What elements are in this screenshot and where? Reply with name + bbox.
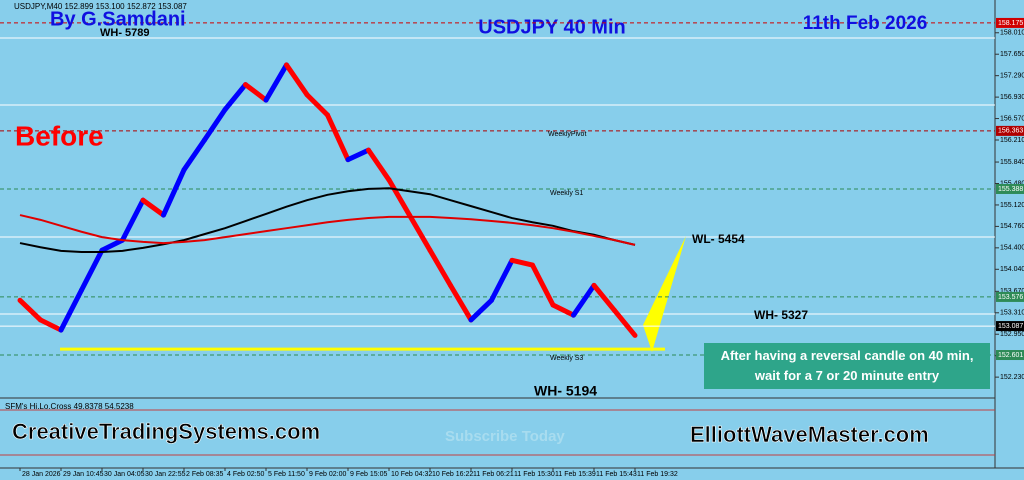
annotation: Before [15, 120, 104, 151]
price-segment [263, 62, 289, 103]
level-box [996, 350, 1024, 361]
level-label: 152.601 [998, 352, 1023, 359]
level-box [996, 291, 1024, 302]
price-segment [58, 287, 84, 333]
y-tick-label: 154.760 [1000, 223, 1024, 230]
x-tick-label: 11 Feb 06:21 [473, 471, 514, 478]
annotation: WH- 5194 [534, 383, 597, 399]
y-tick-label: 156.930 [1000, 94, 1024, 101]
level-label: 155.388 [998, 186, 1023, 193]
level-label: 156.363 [998, 128, 1023, 135]
price-segment [571, 282, 597, 318]
level-box [996, 17, 1024, 28]
x-tick-label: 10 Feb 16:22 [432, 471, 473, 478]
price-segment [366, 147, 392, 183]
x-tick-label: 11 Feb 19:32 [637, 471, 678, 478]
annotation: Weekly S3 [550, 355, 583, 362]
x-tick-label: 11 Feb 15:43 [596, 471, 637, 478]
x-tick-label: 29 Jan 10:45 [63, 471, 104, 478]
y-tick-label: 153.310 [1000, 310, 1024, 317]
arrow-annotation [643, 236, 686, 352]
annotation: By G.Samdani [50, 8, 186, 30]
price-segment [427, 247, 453, 288]
y-tick-label: 154.040 [1000, 266, 1024, 273]
x-tick-label: 10 Feb 04:32 [391, 471, 432, 478]
annotation: Subscribe Today [445, 428, 565, 445]
price-segment [79, 247, 105, 293]
price-segment [530, 262, 556, 308]
price-segment [550, 302, 576, 318]
price-segment [489, 257, 515, 303]
price-segment [304, 92, 330, 118]
y-tick-label: 155.120 [1000, 202, 1024, 209]
oscillator-label: SFM's Hi.Lo.Cross 49.8378 54.5238 [5, 402, 134, 411]
x-tick-label: 11 Feb 15:39 [555, 471, 596, 478]
y-tick-label: 152.230 [1000, 374, 1024, 381]
y-tick-label: 155.840 [1000, 159, 1024, 166]
x-tick-label: 9 Feb 02:00 [309, 471, 346, 478]
annotation: WL- 5454 [692, 232, 745, 246]
price-segment [448, 282, 474, 323]
level-box [996, 125, 1024, 136]
price-segment [120, 197, 146, 243]
x-tick-label: 5 Feb 11:50 [268, 471, 305, 478]
moving-average [19, 187, 636, 254]
price-segment [386, 177, 412, 218]
x-tick-label: 9 Feb 15:05 [350, 471, 387, 478]
y-tick-label: 158.010 [1000, 30, 1024, 37]
level-label: 158.175 [998, 20, 1023, 27]
price-segment [38, 317, 64, 333]
y-tick-label: 157.650 [1000, 51, 1024, 58]
price-segment [612, 307, 638, 338]
annotation: WeeklyPivot [548, 131, 586, 138]
price-segment [407, 212, 433, 253]
x-tick-label: 30 Jan 04:05 [104, 471, 145, 478]
x-tick-label: 28 Jan 2026 [22, 471, 61, 478]
y-tick-label: 154.400 [1000, 245, 1024, 252]
level-label: 153.087 [998, 323, 1023, 330]
price-segment [345, 147, 371, 163]
price-segment [325, 112, 351, 163]
annotation: ElliottWaveMaster.com [690, 422, 929, 447]
price-segment [161, 167, 187, 218]
price-segment [202, 107, 228, 143]
y-tick-label: 152.950 [1000, 331, 1024, 338]
x-tick-label: 4 Feb 02:50 [227, 471, 264, 478]
x-tick-label: 2 Feb 08:35 [186, 471, 223, 478]
annotation: WH- 5789 [100, 27, 150, 39]
note: After having a reversal candle on 40 min… [704, 343, 990, 389]
price-segment [99, 237, 125, 253]
annotation: WH- 5327 [754, 308, 808, 322]
price-segment [222, 82, 248, 113]
y-tick-label: 155.480 [1000, 180, 1024, 187]
level-label: 153.576 [998, 294, 1023, 301]
annotation: CreativeTradingSystems.com [12, 419, 320, 444]
annotation: 11th Feb 2026 [803, 13, 928, 34]
y-tick-label: 157.290 [1000, 73, 1024, 80]
level-box [996, 183, 1024, 194]
y-tick-label: 153.670 [1000, 288, 1024, 295]
y-tick-label: 156.210 [1000, 137, 1024, 144]
x-tick-label: 30 Jan 22:55 [145, 471, 186, 478]
x-tick-label: 11 Feb 15:30 [514, 471, 555, 478]
annotation: Weekly S1 [550, 190, 583, 197]
level-box [996, 321, 1024, 332]
price-segment [468, 297, 494, 323]
chart-title: USDJPY 40 Min [478, 16, 625, 38]
price-segment [181, 137, 207, 173]
price-segment [243, 82, 269, 103]
price-segment [284, 62, 310, 98]
header: USDJPY,M40 152.899 153.100 152.872 153.0… [14, 2, 187, 11]
price-segment [591, 282, 617, 313]
price-segment [17, 297, 43, 323]
y-tick-label: 156.570 [1000, 115, 1024, 122]
price-segment [509, 257, 535, 268]
moving-average [19, 214, 636, 246]
price-segment [140, 197, 166, 218]
